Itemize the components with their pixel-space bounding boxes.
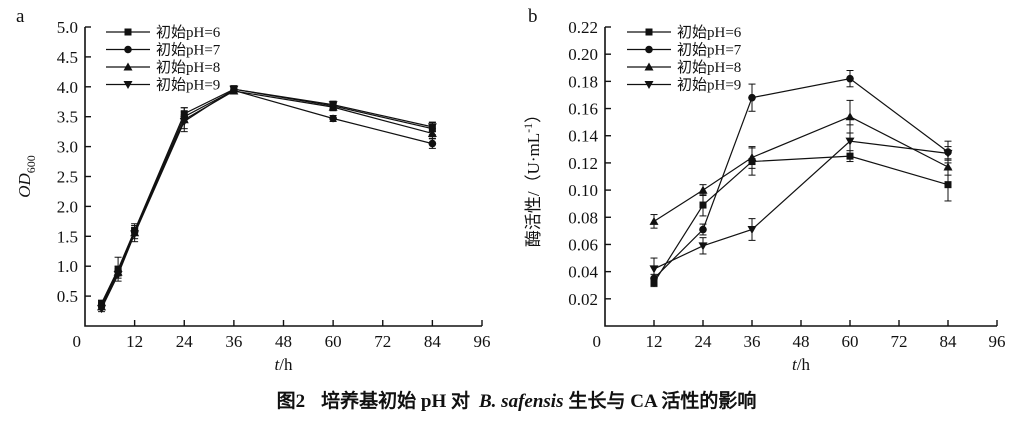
svg-text:96: 96 xyxy=(989,332,1006,351)
svg-text:初始pH=8: 初始pH=8 xyxy=(156,59,220,76)
svg-text:0.08: 0.08 xyxy=(568,208,598,227)
svg-text:0.5: 0.5 xyxy=(57,287,78,306)
figure-caption: 图2 培养基初始 pH 对 B. safensis 生长与 CA 活性的影响 xyxy=(0,386,1033,413)
svg-text:3.5: 3.5 xyxy=(57,108,78,127)
svg-text:4.0: 4.0 xyxy=(57,78,78,97)
svg-text:初始pH=9: 初始pH=9 xyxy=(156,77,220,94)
svg-text:0.16: 0.16 xyxy=(568,100,598,119)
svg-text:初始pH=9: 初始pH=9 xyxy=(677,77,741,94)
svg-text:0.18: 0.18 xyxy=(568,72,598,91)
svg-text:t/h: t/h xyxy=(792,355,810,374)
enzyme-activity-chart: 0.02 0.04 0.06 0.08 0.10 0.12 0.14 0.16 0.18 0.20… xyxy=(521,18,1006,374)
svg-text:48: 48 xyxy=(793,332,810,351)
svg-text:4.5: 4.5 xyxy=(57,48,78,67)
svg-text:24: 24 xyxy=(695,332,713,351)
svg-text:36: 36 xyxy=(225,332,242,351)
svg-text:2.5: 2.5 xyxy=(57,168,78,187)
svg-text:t/h: t/h xyxy=(275,355,293,374)
caption-text-after: 生长与 CA 活性的影响 xyxy=(568,391,757,412)
svg-text:0.22: 0.22 xyxy=(568,18,598,37)
panel-label-b: b xyxy=(528,6,538,27)
svg-text:初始pH=7: 初始pH=7 xyxy=(156,42,221,59)
svg-text:OD600: OD600 xyxy=(15,155,38,198)
svg-text:5.0: 5.0 xyxy=(57,18,78,37)
panel-label-a: a xyxy=(16,6,25,27)
svg-text:0.04: 0.04 xyxy=(568,263,598,282)
svg-text:1.0: 1.0 xyxy=(57,257,78,276)
svg-text:24: 24 xyxy=(176,332,194,351)
svg-text:0.02: 0.02 xyxy=(568,290,598,309)
svg-text:0.20: 0.20 xyxy=(568,45,598,64)
svg-text:2.0: 2.0 xyxy=(57,197,78,216)
svg-text:84: 84 xyxy=(940,332,958,351)
svg-text:酶活性/（U·mL-1）: 酶活性/（U·mL-1） xyxy=(521,106,543,247)
svg-text:初始pH=7: 初始pH=7 xyxy=(677,42,742,59)
svg-text:0: 0 xyxy=(73,332,82,351)
caption-number: 图2 xyxy=(276,391,306,412)
svg-text:3.0: 3.0 xyxy=(57,138,78,157)
svg-text:0: 0 xyxy=(593,332,602,351)
svg-text:12: 12 xyxy=(646,332,663,351)
svg-text:0.06: 0.06 xyxy=(568,235,598,254)
svg-text:96: 96 xyxy=(474,332,491,351)
svg-text:1.5: 1.5 xyxy=(57,227,78,246)
svg-text:48: 48 xyxy=(275,332,292,351)
svg-text:初始pH=8: 初始pH=8 xyxy=(677,59,741,76)
svg-text:0.10: 0.10 xyxy=(568,181,598,200)
svg-text:36: 36 xyxy=(744,332,761,351)
svg-text:12: 12 xyxy=(126,332,143,351)
svg-text:初始pH=6: 初始pH=6 xyxy=(677,24,742,41)
svg-text:60: 60 xyxy=(325,332,342,351)
svg-text:72: 72 xyxy=(374,332,391,351)
growth-curve-chart: 0.5 1.0 1.5 2.0 2.5 3.0 3.5 4.0 4.5 5.0 12 24 36 48 60… xyxy=(15,18,491,374)
caption-species-name: B. safensis xyxy=(479,391,564,412)
svg-text:初始pH=6: 初始pH=6 xyxy=(156,24,221,41)
svg-text:60: 60 xyxy=(842,332,859,351)
svg-text:84: 84 xyxy=(424,332,442,351)
svg-text:0.14: 0.14 xyxy=(568,127,598,146)
svg-text:72: 72 xyxy=(891,332,908,351)
caption-text-before: 培养基初始 pH 对 xyxy=(321,391,470,412)
svg-text:0.12: 0.12 xyxy=(568,154,598,173)
